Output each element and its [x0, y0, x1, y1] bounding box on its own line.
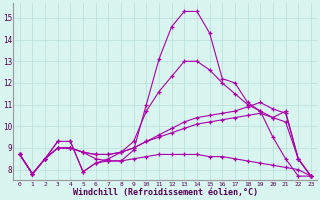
X-axis label: Windchill (Refroidissement éolien,°C): Windchill (Refroidissement éolien,°C) — [73, 188, 258, 197]
